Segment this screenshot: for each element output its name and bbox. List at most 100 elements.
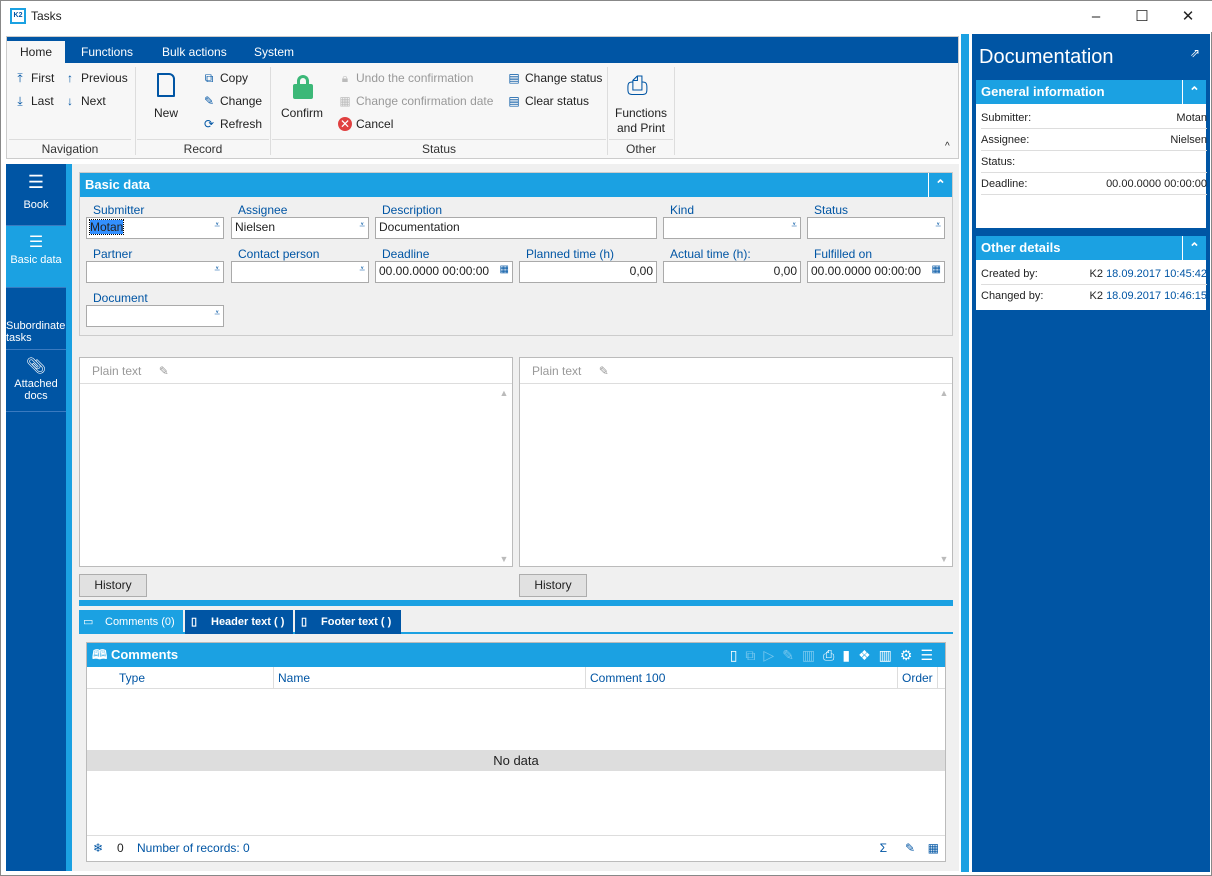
edit-icon[interactable]: ✎ bbox=[782, 647, 802, 663]
chart-icon[interactable]: ▮ bbox=[842, 647, 859, 663]
last-button[interactable]: ⤓ Last bbox=[13, 94, 53, 109]
copy-button[interactable]: ⧉ Copy bbox=[202, 71, 248, 86]
new-document-icon bbox=[157, 73, 175, 97]
panel-splitter[interactable] bbox=[961, 34, 969, 872]
change-status-button[interactable]: ▤ Change status bbox=[507, 71, 602, 85]
columns-icon[interactable]: ▥ bbox=[878, 647, 900, 663]
undo-confirmation-button[interactable]: 🔒︎ Undo the confirmation bbox=[338, 71, 474, 86]
dropdown-icon[interactable]: ⩡ bbox=[214, 220, 220, 231]
menu-icon[interactable]: ☰ bbox=[920, 647, 941, 663]
dropdown-icon[interactable]: ⩡ bbox=[214, 264, 220, 275]
description-field[interactable]: Documentation bbox=[375, 217, 657, 239]
minimize-button[interactable]: – bbox=[1091, 8, 1101, 25]
cubes-icon[interactable]: ❖ bbox=[858, 647, 879, 663]
sidebar-item-attached-docs[interactable]: 📎︎ Attached docs bbox=[6, 350, 66, 412]
tab-system[interactable]: System bbox=[254, 45, 295, 59]
tab-home[interactable]: Home bbox=[7, 41, 66, 63]
column-order[interactable]: Order bbox=[897, 667, 938, 689]
info-value: Nielsen bbox=[1170, 134, 1207, 146]
column-type[interactable]: Type bbox=[119, 671, 146, 685]
grid-add-icon[interactable]: ▦ bbox=[927, 841, 939, 855]
pencil-icon: ✎ bbox=[203, 94, 215, 108]
sidebar-item-book[interactable]: ☰ Book bbox=[6, 164, 66, 226]
collapse-icon[interactable]: ⌃ bbox=[1182, 80, 1206, 104]
popout-icon[interactable]: ⇗ bbox=[1189, 46, 1200, 60]
actual-field[interactable]: 0,00 bbox=[663, 261, 801, 283]
play-icon[interactable]: ▷ bbox=[763, 647, 783, 663]
scrollbar[interactable]: ▲ ▼ bbox=[499, 388, 509, 564]
grid-toolbar: ▯⧉▷✎▥⎙▮❖▥⚙☰ bbox=[730, 643, 941, 667]
change-confirmation-date-button[interactable]: ▦ Change confirmation date bbox=[338, 94, 493, 108]
record-title: Documentation bbox=[979, 46, 1114, 68]
cancel-button[interactable]: ✕ Cancel bbox=[338, 117, 393, 131]
refresh-button[interactable]: ⟳ Refresh bbox=[202, 117, 262, 131]
column-comment[interactable]: Comment 100 bbox=[585, 667, 669, 689]
editor-right[interactable]: Plain text ✎ ▲ ▼ bbox=[519, 357, 953, 567]
printer-icon: ⎙ bbox=[627, 70, 648, 100]
copy-icon[interactable]: ⧉ bbox=[745, 647, 764, 663]
info-label: Deadline: bbox=[981, 178, 1028, 190]
dropdown-icon[interactable]: ⩡ bbox=[935, 220, 941, 231]
editor-left[interactable]: Plain text ✎ ▲ ▼ bbox=[79, 357, 513, 567]
contact-field[interactable]: ⩡ bbox=[231, 261, 369, 283]
splitter[interactable] bbox=[79, 600, 953, 606]
deadline-field[interactable]: 00.00.0000 00:00:00 ▦ bbox=[375, 261, 513, 283]
confirm-button[interactable]: Confirm bbox=[281, 106, 324, 120]
settings-icon[interactable]: ⚙ bbox=[899, 647, 921, 663]
collapse-icon[interactable]: ⌃ bbox=[928, 173, 952, 197]
sidebar-item-subordinate-tasks[interactable]: Subordinate tasks bbox=[6, 288, 66, 350]
history-button-left[interactable]: History bbox=[79, 574, 147, 597]
tab-comments[interactable]: ▭ Comments (0) bbox=[79, 610, 183, 634]
changed-by-row: Changed by: K2 18.09.2017 10:46:15 bbox=[981, 285, 1207, 307]
calendar-icon[interactable]: ▦ bbox=[931, 264, 941, 275]
other-details-section: Other details ⌃ Created by: K2 18.09.2017 … bbox=[976, 236, 1207, 310]
dropdown-icon[interactable]: ⩡ bbox=[791, 220, 797, 231]
kind-field[interactable]: ⩡ bbox=[663, 217, 801, 239]
first-button[interactable]: ⤒ First bbox=[13, 71, 54, 86]
fulfilled-field[interactable]: 00.00.0000 00:00:00 ▦ bbox=[807, 261, 945, 283]
column-name[interactable]: Name bbox=[273, 667, 314, 689]
collapse-ribbon-icon[interactable]: ^ bbox=[945, 141, 950, 152]
first-label: First bbox=[31, 71, 55, 85]
planned-field[interactable]: 0,00 bbox=[519, 261, 657, 283]
created-label: Created by: bbox=[981, 268, 1038, 280]
sidebar-item-basic-data[interactable]: ☰ Basic data bbox=[6, 226, 66, 288]
change-button[interactable]: ✎ Change bbox=[202, 94, 262, 108]
new-button[interactable]: New bbox=[154, 106, 179, 120]
sum-icon[interactable]: Σ bbox=[879, 841, 887, 855]
submitter-field[interactable]: Motan ⩡ bbox=[86, 217, 224, 239]
pencil-icon: ✎ bbox=[158, 364, 169, 378]
new-icon[interactable]: ▯ bbox=[729, 647, 746, 663]
tab-functions[interactable]: Functions bbox=[81, 45, 134, 59]
tab-bulk-actions[interactable]: Bulk actions bbox=[162, 45, 227, 59]
menu-icon: ☰ bbox=[27, 172, 45, 192]
previous-label: Previous bbox=[81, 71, 128, 85]
tab-footer-text[interactable]: ▯ Footer text ( ) bbox=[295, 610, 401, 634]
tab-header-text[interactable]: ▯ Header text ( ) bbox=[185, 610, 293, 634]
close-button[interactable]: ✕ bbox=[1181, 8, 1195, 25]
next-button[interactable]: ↓ Next bbox=[63, 94, 106, 108]
maximize-button[interactable]: ☐ bbox=[1135, 8, 1149, 25]
functions-print-button[interactable]: Functions and Print bbox=[614, 106, 668, 135]
changed-date: 18.09.2017 10:46:15 bbox=[1106, 290, 1207, 302]
document-field[interactable]: ⩡ bbox=[86, 305, 224, 327]
delete-icon[interactable]: ▥ bbox=[801, 647, 824, 663]
scrollbar[interactable]: ▲ ▼ bbox=[939, 388, 949, 564]
dropdown-icon[interactable]: ⩡ bbox=[214, 308, 220, 319]
clear-status-button[interactable]: ▤ Clear status bbox=[507, 94, 589, 108]
partner-field[interactable]: ⩡ bbox=[86, 261, 224, 283]
print-icon[interactable]: ⎙ bbox=[823, 647, 843, 663]
calendar-icon[interactable]: ▦ bbox=[499, 264, 509, 275]
history-button-right[interactable]: History bbox=[519, 574, 587, 597]
dropdown-icon[interactable]: ⩡ bbox=[359, 264, 365, 275]
previous-button[interactable]: ↑ Previous bbox=[63, 71, 128, 85]
other-details-title: Other details bbox=[981, 240, 1061, 255]
collapse-icon[interactable]: ⌃ bbox=[1182, 236, 1206, 260]
assignee-field[interactable]: Nielsen ⩡ bbox=[231, 217, 369, 239]
status-field[interactable]: ⩡ bbox=[807, 217, 945, 239]
format-select[interactable]: Plain text ✎ bbox=[80, 358, 512, 384]
format-select[interactable]: Plain text ✎ bbox=[520, 358, 952, 384]
bottom-tabs: ▭ Comments (0) ▯ Header text ( ) ▯ Footer t… bbox=[79, 610, 953, 634]
dropdown-icon[interactable]: ⩡ bbox=[359, 220, 365, 231]
edit-icon[interactable]: ✎ bbox=[904, 841, 915, 855]
